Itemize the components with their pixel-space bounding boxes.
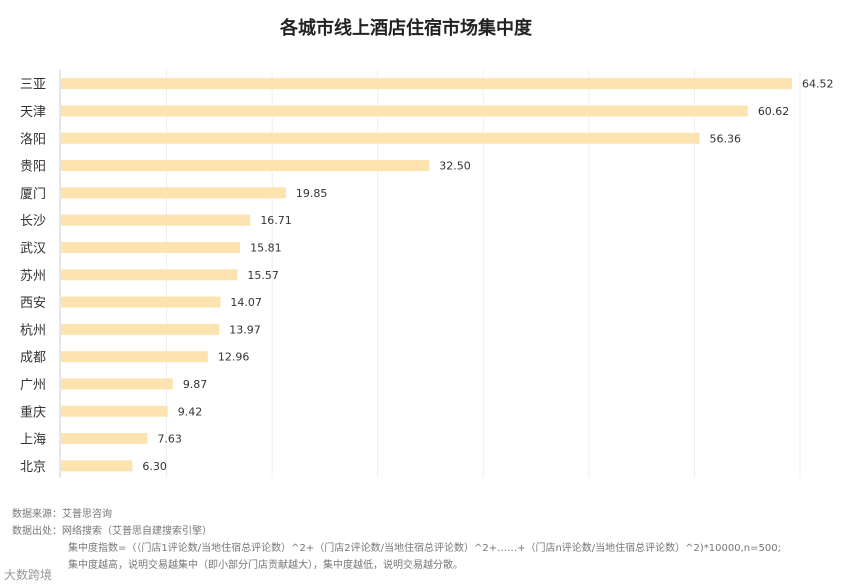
category-label: 成都 <box>20 351 46 366</box>
value-label: 15.57 <box>247 269 279 282</box>
bar <box>61 378 173 390</box>
bar <box>61 105 748 117</box>
value-label: 64.52 <box>802 78 834 91</box>
category-label: 广州 <box>20 378 46 393</box>
formula-note: 集中度指数=（（门店1评论数/当地住宿总评论数）^2+（门店2评论数/当地住宿总… <box>68 543 781 554</box>
value-label: 15.81 <box>250 241 282 254</box>
bar <box>61 296 221 308</box>
bar <box>61 269 238 281</box>
bar <box>61 132 700 144</box>
bar <box>61 160 430 172</box>
category-label: 武汉 <box>20 241 46 256</box>
chart-notes: 数据来源：艾普思咨询 数据出处：网络搜索（艾普思自建搜索引擎） 集中度指数=（（… <box>12 506 852 574</box>
category-label: 洛阳 <box>20 132 46 147</box>
bar <box>61 241 241 253</box>
category-label: 北京 <box>20 460 46 475</box>
value-label: 7.63 <box>157 433 182 446</box>
source-note: 数据来源：艾普思咨询 <box>12 509 112 520</box>
bar-chart: 三亚 64.52 天津 60.62 洛阳 56.36 贵阳 32.50 厦门 19.85 长沙 16.… <box>20 70 834 478</box>
category-label: 长沙 <box>20 214 46 229</box>
category-label: 三亚 <box>20 78 46 93</box>
category-label: 杭州 <box>20 323 46 338</box>
explain-note: 集中度越高，说明交易越集中（即小部分门店贡献越大），集中度越低，说明交易越分散。 <box>68 560 463 571</box>
category-label: 西安 <box>20 296 46 311</box>
category-label: 厦门 <box>20 187 46 202</box>
value-label: 14.07 <box>230 296 262 309</box>
category-label: 上海 <box>20 433 46 448</box>
origin-note: 数据出处：网络搜索（艾普思自建搜索引擎） <box>12 526 212 537</box>
bar <box>61 214 251 226</box>
bar <box>61 351 208 363</box>
bar <box>61 405 168 417</box>
value-label: 16.71 <box>260 214 292 227</box>
value-label: 12.96 <box>218 351 250 364</box>
value-label: 9.87 <box>183 378 208 391</box>
bar <box>61 78 792 90</box>
bar <box>61 460 133 472</box>
value-label: 6.30 <box>142 460 167 473</box>
bar <box>61 187 286 199</box>
category-label: 苏州 <box>20 268 46 284</box>
footer-watermark: 大数跨境 <box>4 568 53 582</box>
category-label: 贵阳 <box>20 160 46 175</box>
bar <box>61 433 148 445</box>
bar <box>61 323 220 335</box>
value-label: 13.97 <box>229 323 261 336</box>
value-label: 32.50 <box>439 160 471 173</box>
value-label: 9.42 <box>178 405 203 418</box>
bars-group: 三亚 64.52 天津 60.62 洛阳 56.36 贵阳 32.50 厦门 19.85 长沙 16.… <box>20 78 834 475</box>
value-label: 19.85 <box>296 187 328 200</box>
chart-title: 各城市线上酒店住宿市场集中度 <box>280 18 532 39</box>
category-label: 重庆 <box>20 404 46 420</box>
value-label: 56.36 <box>710 132 742 145</box>
category-label: 天津 <box>20 105 46 120</box>
value-label: 60.62 <box>758 105 790 118</box>
